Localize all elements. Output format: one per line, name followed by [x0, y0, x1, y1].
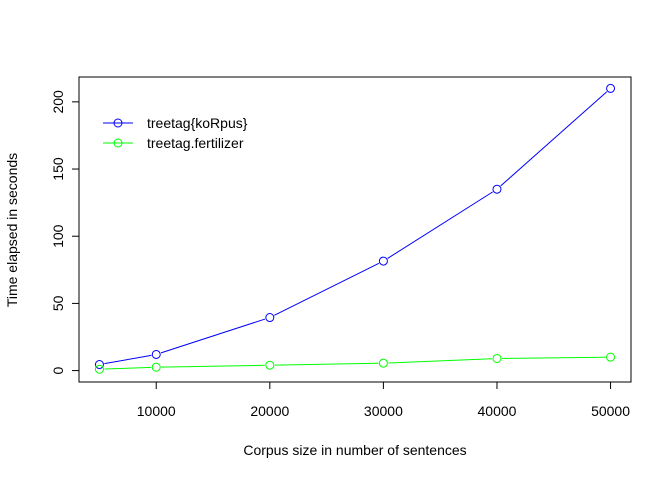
x-axis-label: Corpus size in number of sentences	[243, 442, 466, 458]
x-axis: 10000 20000 30000 40000 50000	[137, 381, 630, 419]
y-tick-label: 200	[50, 90, 66, 114]
y-tick-label: 0	[50, 366, 66, 374]
series-2-point	[265, 360, 275, 370]
series-2-segment	[501, 356, 606, 359]
y-tick-label: 150	[50, 157, 66, 181]
series-1-point	[265, 313, 275, 323]
series-1-point	[378, 256, 388, 266]
x-tick-label: 40000	[478, 403, 517, 419]
x-tick-label: 10000	[137, 403, 176, 419]
series-1-point	[94, 360, 104, 370]
series-2-point	[606, 352, 616, 362]
x-tick-label: 30000	[364, 403, 403, 419]
series-2-segment	[161, 364, 265, 368]
series-1-point	[492, 184, 502, 194]
legend-marker	[113, 118, 123, 128]
series-1-segment	[387, 191, 494, 259]
series-1-segment	[160, 318, 266, 354]
x-tick-label: 20000	[250, 403, 289, 419]
series-1-point	[151, 349, 161, 359]
series-1-segment	[104, 354, 152, 365]
series-1-segment	[274, 262, 380, 316]
y-axis-label: Time elapsed in seconds	[4, 153, 20, 307]
series-2-segment	[274, 362, 379, 366]
series-2-segment	[104, 366, 152, 370]
y-tick-label: 100	[50, 224, 66, 248]
y-axis: 0 50 100 150 200	[50, 90, 80, 374]
series-2-point	[151, 362, 161, 372]
legend-marker	[113, 138, 123, 148]
y-tick-label: 50	[50, 295, 66, 311]
legend-label: treetag{koRpus}	[147, 115, 248, 131]
x-tick-label: 50000	[591, 403, 630, 419]
series-layer	[94, 83, 616, 374]
legend: treetag{koRpus} treetag.fertilizer	[103, 115, 248, 151]
series-2-point	[378, 358, 388, 368]
series-2-point	[492, 353, 502, 363]
legend-label: treetag.fertilizer	[147, 135, 244, 151]
series-1-point	[606, 83, 616, 93]
series-2-point	[94, 364, 104, 374]
series-2-segment	[388, 358, 493, 364]
series-1-segment	[500, 91, 608, 187]
